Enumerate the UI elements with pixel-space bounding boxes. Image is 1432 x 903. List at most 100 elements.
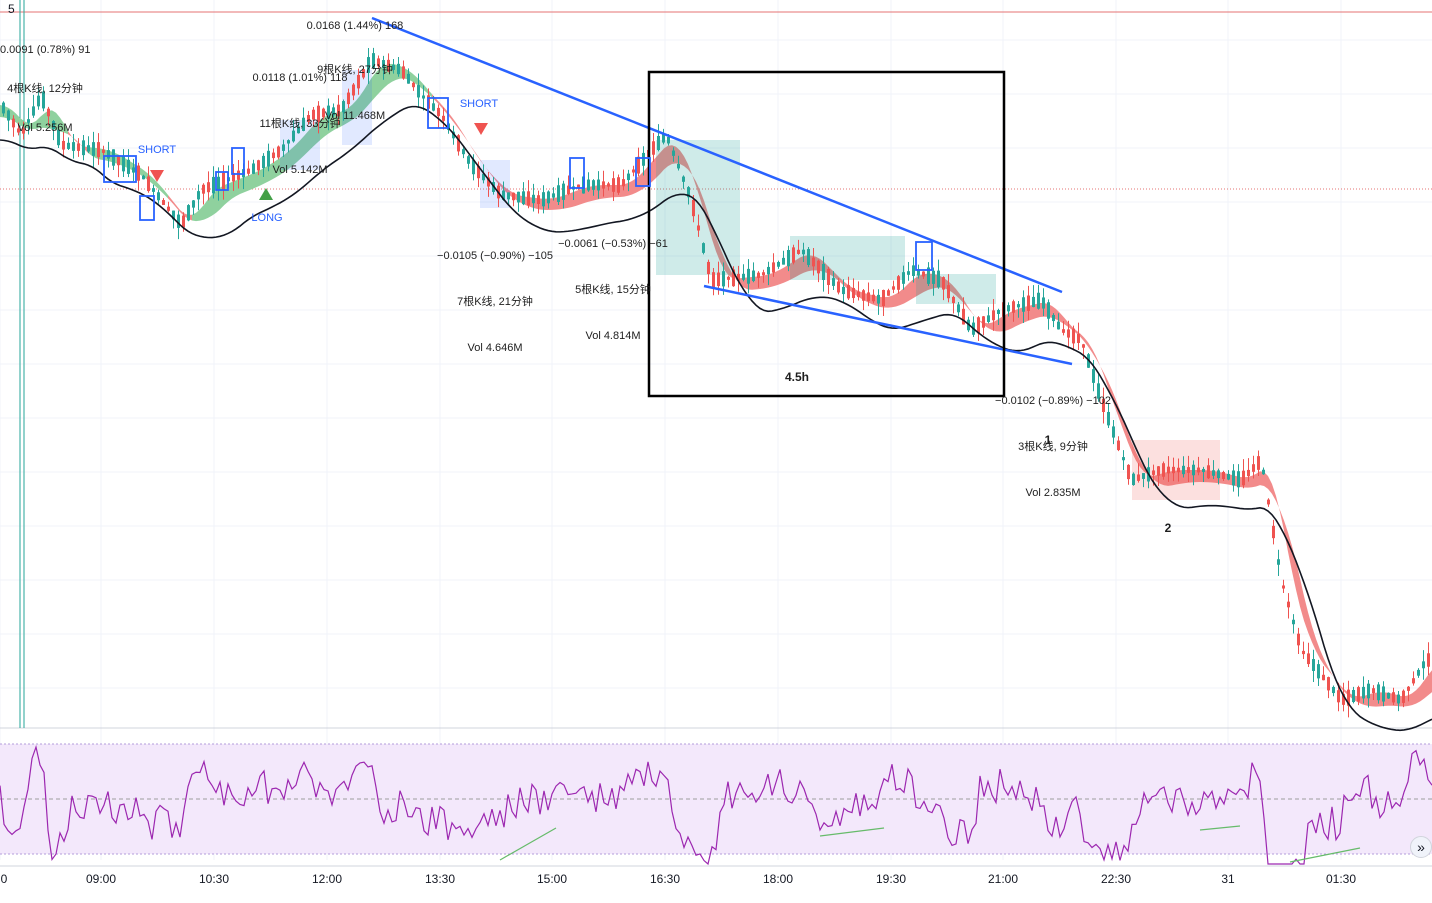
candle-body [1097, 383, 1100, 399]
candle-body [507, 192, 510, 200]
highlight-boxes [103, 70, 1006, 398]
ribbon-segment [780, 267, 784, 285]
candle-body [1302, 650, 1305, 655]
ribbon-segment [956, 288, 960, 300]
candle-body [842, 286, 845, 295]
candle-body [1012, 301, 1015, 313]
ribbon-segment [1092, 348, 1096, 359]
candle-body [297, 127, 300, 134]
ribbon-segment [276, 158, 280, 178]
x-tick-label: 31 [1221, 872, 1235, 886]
ribbon-segment [1272, 484, 1276, 501]
interval-badge[interactable]: 5 [8, 2, 15, 16]
ann-line: −0.0061 (−0.53%) −61 [558, 238, 668, 250]
candle-body [102, 149, 105, 153]
candle-body [662, 133, 665, 143]
candle-body [172, 210, 175, 220]
candle-body [1197, 467, 1200, 473]
ribbon-segment [664, 145, 668, 170]
candle-body [822, 263, 825, 281]
ann-line: 5根K线, 15分钟 [575, 284, 651, 296]
ribbon-segment [484, 165, 488, 171]
candle-body [1207, 465, 1210, 479]
ribbon-segment [688, 164, 692, 175]
candle-body [562, 183, 565, 200]
candle-body [1217, 470, 1220, 479]
ribbon-segment [668, 145, 672, 167]
candle-body [557, 185, 560, 202]
ribbon-segment [1296, 561, 1300, 607]
candle-body [982, 316, 985, 328]
measure-zone [850, 236, 905, 280]
candle-body [1092, 369, 1095, 383]
highlight-box [915, 241, 933, 271]
candle-body [92, 142, 95, 156]
box-duration-label: 4.5h [784, 370, 809, 384]
candle-body [167, 206, 170, 211]
candle-body [1117, 440, 1120, 451]
ribbon-segment [796, 257, 800, 277]
time-box-4-5h [647, 70, 1006, 398]
candle-body [462, 149, 465, 155]
candle-body [452, 131, 455, 139]
candle-body [767, 266, 770, 275]
candle-body [747, 268, 750, 284]
ribbon-segment [1292, 546, 1296, 590]
candle-body [1387, 692, 1390, 699]
candle-body [597, 179, 600, 191]
ribbon-segment [696, 181, 700, 199]
ribbon-segment [324, 115, 328, 137]
ribbon-segment [1328, 667, 1332, 675]
ribbon-segment [288, 148, 292, 170]
ann-line: 0.0118 (1.01%) 118 [252, 72, 348, 84]
candle-body [397, 63, 400, 75]
candle-body [187, 205, 190, 221]
ann-line: −0.0102 (−0.89%) −102 [995, 395, 1111, 407]
candle-body [472, 159, 475, 175]
ribbon-segment [348, 104, 352, 123]
candle-body [107, 150, 110, 159]
candle-body [737, 273, 740, 281]
ribbon-segment [900, 288, 904, 306]
ribbon-segment [460, 128, 464, 137]
candle-body [1242, 470, 1245, 486]
ribbon-segment [152, 177, 156, 187]
measure-annotation: −0.0105 (−0.90%) −105 7根K线, 21分钟 Vol 4.6… [430, 224, 560, 381]
candle-body [1137, 474, 1140, 481]
candle-body [12, 118, 15, 128]
ribbon-segment [1088, 342, 1092, 353]
candle-body [1277, 559, 1280, 565]
candle-body [847, 285, 850, 299]
ann-line: 9根K线, 27分钟 [317, 64, 393, 76]
candle-body [1312, 659, 1315, 671]
candle-body [207, 182, 210, 193]
ribbon-segment [1300, 578, 1304, 621]
candle-body [132, 167, 135, 173]
ribbon-segment [156, 181, 160, 191]
candle-body [437, 107, 440, 117]
ribbon-segment [632, 178, 636, 195]
candle-body [957, 304, 960, 313]
ann-line: 0.0091 (0.78%) 91 [0, 44, 91, 56]
ribbon-segment [472, 147, 476, 155]
ribbon-segment [1268, 476, 1272, 494]
rsi-divergence-line [1199, 825, 1241, 831]
candle-body [772, 262, 775, 273]
candle-body [372, 53, 375, 69]
ribbon-segment [952, 284, 956, 296]
candle-body [757, 272, 760, 278]
candle-body [947, 285, 950, 299]
candle-body [82, 140, 85, 156]
candle-body [32, 106, 35, 116]
ann-line: 4根K线, 12分钟 [7, 83, 83, 95]
ribbon-segment [636, 175, 640, 193]
scroll-to-realtime-button[interactable]: » [1410, 836, 1432, 858]
ribbon-segment [280, 155, 284, 175]
candle-body [927, 267, 930, 284]
candle-body [1297, 633, 1300, 646]
ribbon-segment [464, 135, 468, 142]
candle-body [1172, 466, 1175, 474]
candle-body [327, 105, 330, 119]
